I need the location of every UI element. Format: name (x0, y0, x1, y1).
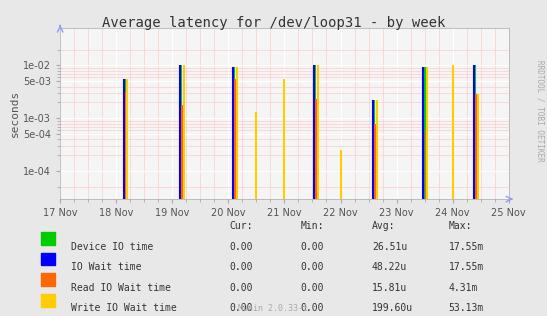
Text: 0.00: 0.00 (301, 283, 324, 293)
Text: 0.00: 0.00 (301, 242, 324, 252)
Text: 4.31m: 4.31m (449, 283, 478, 293)
Text: Max:: Max: (449, 221, 472, 231)
Text: 15.81u: 15.81u (372, 283, 407, 293)
Text: Device IO time: Device IO time (71, 242, 153, 252)
Text: 17.55m: 17.55m (449, 242, 484, 252)
Text: 26.51u: 26.51u (372, 242, 407, 252)
Text: 199.60u: 199.60u (372, 303, 413, 313)
Text: Munin 2.0.33-1: Munin 2.0.33-1 (238, 304, 309, 313)
Text: RRDTOOL / TOBI OETIKER: RRDTOOL / TOBI OETIKER (536, 60, 544, 161)
Y-axis label: seconds: seconds (10, 90, 20, 137)
Text: 0.00: 0.00 (230, 262, 253, 272)
Text: Cur:: Cur: (230, 221, 253, 231)
Text: IO Wait time: IO Wait time (71, 262, 142, 272)
Text: 0.00: 0.00 (301, 262, 324, 272)
Text: 0.00: 0.00 (230, 303, 253, 313)
Text: Min:: Min: (301, 221, 324, 231)
Text: 17.55m: 17.55m (449, 262, 484, 272)
Text: Average latency for /dev/loop31 - by week: Average latency for /dev/loop31 - by wee… (102, 16, 445, 30)
Text: 53.13m: 53.13m (449, 303, 484, 313)
Text: Write IO Wait time: Write IO Wait time (71, 303, 177, 313)
Text: 0.00: 0.00 (230, 242, 253, 252)
Text: Read IO Wait time: Read IO Wait time (71, 283, 171, 293)
Text: 48.22u: 48.22u (372, 262, 407, 272)
Text: Avg:: Avg: (372, 221, 395, 231)
Text: 0.00: 0.00 (230, 283, 253, 293)
Text: 0.00: 0.00 (301, 303, 324, 313)
